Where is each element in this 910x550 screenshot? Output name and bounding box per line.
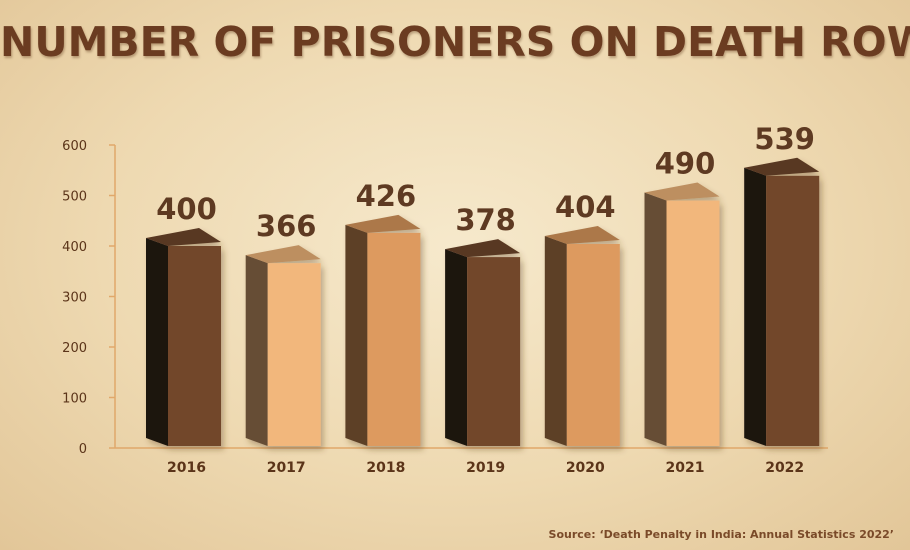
value-label: 366 xyxy=(256,209,317,243)
value-label: 378 xyxy=(455,203,516,237)
x-tick-label: 2016 xyxy=(167,460,206,476)
value-label: 539 xyxy=(754,122,815,156)
chart-title: NUMBER OF PRISONERS ON DEATH ROW xyxy=(0,18,910,66)
x-tick-label: 2017 xyxy=(267,460,306,476)
bar-front-face xyxy=(566,243,620,446)
bar-side-face xyxy=(245,255,268,446)
y-tick-label: 500 xyxy=(62,190,87,205)
y-tick-label: 100 xyxy=(62,392,87,407)
x-tick-label: 2018 xyxy=(366,460,405,476)
bar-2019 xyxy=(445,239,521,446)
y-tick-label: 0 xyxy=(79,442,87,457)
bar-side-face xyxy=(445,249,468,446)
bar-front-face xyxy=(467,257,521,446)
bar-front-face xyxy=(367,232,421,446)
value-label: 400 xyxy=(156,192,217,226)
x-tick-label: 2019 xyxy=(466,460,505,476)
bar-2016 xyxy=(146,228,221,446)
bar-top-face xyxy=(445,239,521,258)
y-tick-label: 400 xyxy=(62,240,87,255)
value-label: 490 xyxy=(655,147,716,181)
bar-2018 xyxy=(345,214,421,446)
source-note: Source: ‘Death Penalty in India: Annual … xyxy=(548,528,894,541)
bar-top-face xyxy=(744,157,820,176)
bar-front-face xyxy=(666,200,720,446)
y-tick-label: 600 xyxy=(62,139,87,154)
x-tick-label: 2022 xyxy=(765,460,804,476)
y-tick-label: 300 xyxy=(62,291,87,306)
bar-2021 xyxy=(644,182,720,446)
bar-top-face xyxy=(345,214,421,233)
bar-side-face xyxy=(345,224,368,446)
bar-front-face xyxy=(267,263,321,446)
value-label: 426 xyxy=(356,179,417,213)
bar-side-face xyxy=(744,167,767,446)
value-label: 404 xyxy=(555,190,616,224)
y-tick-label: 200 xyxy=(62,341,87,356)
bar-top-face xyxy=(245,245,321,264)
bar-side-face xyxy=(544,235,567,446)
x-tick-label: 2021 xyxy=(666,460,705,476)
x-tick-label: 2020 xyxy=(566,460,605,476)
bar-front-face xyxy=(766,175,820,446)
bar-top-face xyxy=(146,228,221,246)
bar-side-face xyxy=(644,192,667,446)
bar-2017 xyxy=(245,245,321,446)
bar-2022 xyxy=(744,157,820,446)
bar-front-face xyxy=(168,246,221,446)
bar-side-face xyxy=(146,238,168,446)
bar-top-face xyxy=(644,182,720,201)
bar-top-face xyxy=(544,225,620,244)
bar-2020 xyxy=(544,225,620,446)
